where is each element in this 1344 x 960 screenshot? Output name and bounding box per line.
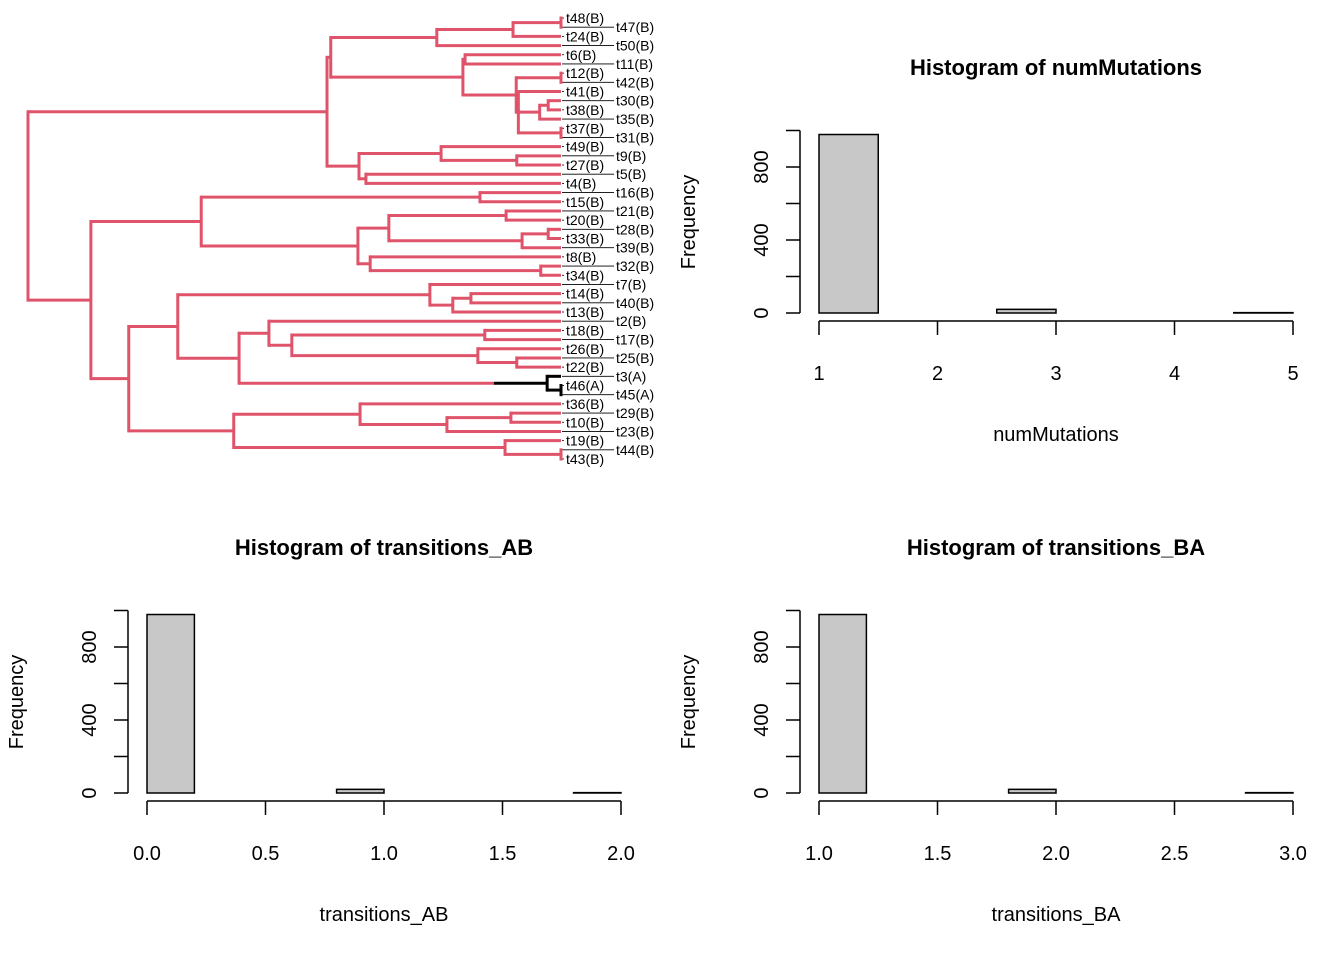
tip-label: t32(B) [616,258,654,274]
x-tick-label: 1.0 [805,843,833,865]
histogram-bar [335,788,385,794]
histogram-bar [996,308,1057,314]
x-tick-label: 4 [1169,363,1180,385]
x-tick-label: 0.0 [133,843,161,865]
histogram-transitions-ba: Histogram of transitions_BA transitions_… [678,535,1307,926]
tip-label: t49(B) [566,139,604,155]
tip-label: t4(B) [566,175,596,191]
tip-label: t19(B) [566,433,604,449]
x-tick-label: 2.0 [607,843,635,865]
tip-label: t22(B) [566,359,604,375]
x-tick-label: 1.5 [924,843,952,865]
y-axis-label: Frequency [6,655,28,750]
tip-label: t39(B) [616,240,654,256]
x-tick-label: 1 [813,363,824,385]
tip-label: t20(B) [566,212,604,228]
tip-label: t26(B) [566,341,604,357]
tip-label: t3(A) [616,368,646,384]
histogram-bar [818,133,879,314]
x-tick-label: 0.5 [252,843,280,865]
x-tick-label: 2.5 [1161,843,1189,865]
tip-label: t48(B) [566,10,604,26]
phylogenetic-tree: t48(B) t47(B) t24(B) t50(B) t6(B) t11(B) t12(B… [26,10,654,467]
tip-label: t44(B) [616,442,654,458]
histogram-bar [818,613,868,794]
tip-label: t9(B) [616,148,646,164]
x-tick-label: 1.5 [489,843,517,865]
tip-label: t23(B) [616,423,654,439]
tip-label: t41(B) [566,84,604,100]
tip-label: t36(B) [566,396,604,412]
chart-title: Histogram of transitions_AB [235,535,533,560]
x-axis-label: transitions_BA [992,904,1122,926]
tip-label: t42(B) [616,74,654,90]
tip-label: t2(B) [616,313,646,329]
tip-label: t14(B) [566,286,604,302]
tip-label: t47(B) [616,19,654,35]
tip-label: t30(B) [616,93,654,109]
tip-label: t31(B) [616,129,654,145]
tip-label: t7(B) [616,276,646,292]
chart-title: Histogram of transitions_BA [907,535,1205,560]
x-tick-label: 2 [932,363,943,385]
y-tick-label: 0 [751,307,773,318]
tip-label: t25(B) [616,350,654,366]
x-tick-label: 3 [1050,363,1061,385]
tip-label: t34(B) [566,267,604,283]
y-tick-label: 400 [751,703,773,736]
tip-label: t40(B) [616,295,654,311]
tip-label: t18(B) [566,322,604,338]
y-tick-label: 0 [751,787,773,798]
histogram-transitions-ab: Histogram of transitions_AB transitions_… [6,535,635,926]
tip-label: t37(B) [566,120,604,136]
tip-label: t21(B) [616,203,654,219]
tip-label: t33(B) [566,231,604,247]
x-tick-label: 1.0 [370,843,398,865]
histogram-bar [146,613,196,794]
tip-label: t13(B) [566,304,604,320]
x-tick-label: 5 [1287,363,1298,385]
tip-label: t46(A) [566,378,604,394]
tip-label: t45(A) [616,387,654,403]
y-tick-label: 800 [79,630,101,663]
tip-label: t8(B) [566,249,596,265]
y-axis-label: Frequency [678,655,700,750]
y-tick-label: 800 [751,150,773,183]
tip-label: t27(B) [566,157,604,173]
x-tick-label: 3.0 [1279,843,1307,865]
x-tick-label: 2.0 [1042,843,1070,865]
tip-label: t24(B) [566,28,604,44]
y-tick-label: 400 [751,223,773,256]
tip-label: t50(B) [616,38,654,54]
tip-label: t10(B) [566,414,604,430]
y-tick-label: 800 [751,630,773,663]
tip-label: t6(B) [566,47,596,63]
tip-label: t5(B) [616,166,646,182]
tip-label: t28(B) [616,221,654,237]
y-axis-label: Frequency [678,175,700,270]
tip-label: t16(B) [616,185,654,201]
tip-label: t29(B) [616,405,654,421]
tip-label: t12(B) [566,65,604,81]
histogram-num-mutations: Histogram of numMutations numMutations F… [678,55,1299,446]
tip-label: t15(B) [566,194,604,210]
x-axis-label: numMutations [993,424,1119,446]
tip-label: t17(B) [616,332,654,348]
tip-label: t11(B) [616,56,653,72]
x-axis-label: transitions_AB [320,904,449,926]
tip-label: t38(B) [566,102,604,118]
y-tick-label: 0 [79,787,101,798]
y-tick-label: 400 [79,703,101,736]
tip-label: t43(B) [566,451,604,467]
tip-label: t35(B) [616,111,654,127]
chart-title: Histogram of numMutations [910,55,1202,80]
histogram-bar [1007,788,1057,794]
